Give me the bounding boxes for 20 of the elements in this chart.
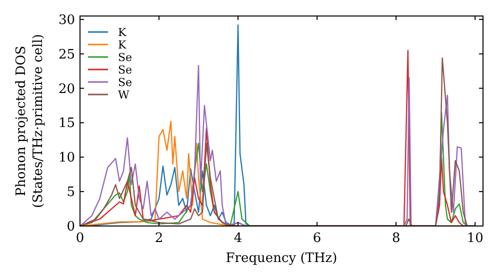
y-tick-label: 25 — [58, 47, 75, 62]
y-tick-label: 5 — [66, 185, 75, 200]
x-tick-label: 10 — [466, 231, 484, 246]
y-tick-label: 10 — [58, 150, 75, 166]
legend-label: Se — [118, 51, 132, 64]
y-tick-label: 20 — [58, 82, 75, 97]
legend-label: K — [118, 26, 127, 39]
x-tick-label: 2 — [154, 231, 164, 246]
y-tick-label: 15 — [58, 116, 75, 132]
legend-label: K — [118, 38, 127, 52]
y-tick-label: 30 — [58, 12, 75, 28]
y-tick-label: 0 — [66, 220, 75, 234]
x-tick-label: 4 — [234, 231, 242, 246]
legend-label: W — [118, 88, 130, 102]
legend-label: Se — [118, 64, 132, 76]
x-axis-title: Frequency (THz) — [226, 251, 338, 266]
x-tick-label: 8 — [392, 231, 400, 246]
legend-label: Se — [118, 76, 132, 89]
y-axis-title: Phonon projected DOS (States/THz·primitive cell) — [14, 34, 46, 208]
x-tick-label: 6 — [312, 231, 322, 246]
